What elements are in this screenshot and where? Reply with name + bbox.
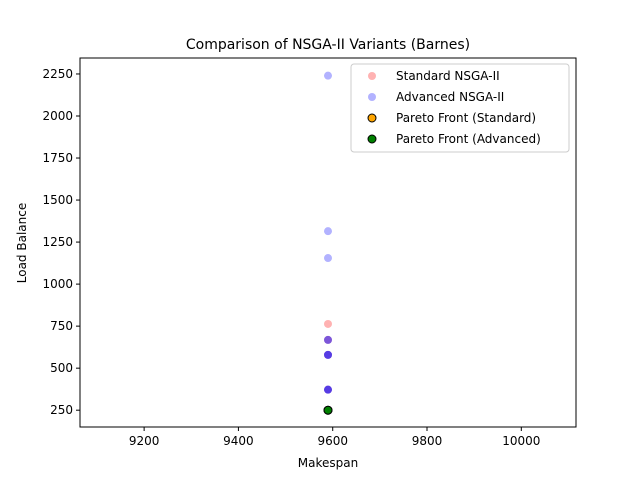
legend-marker [368,72,376,80]
legend: Standard NSGA-II Advanced NSGA-II Pareto F… [351,64,569,152]
x-tick-label: 9600 [317,434,348,448]
data-point-series-2 [324,227,332,235]
legend-label: Pareto Front (Advanced) [396,132,541,146]
y-axis-label: Load Balance [15,203,29,283]
x-tick-label: 9400 [223,434,254,448]
x-tick-label: 9800 [412,434,443,448]
data-point-series-2 [324,351,332,359]
data-point-series-2 [324,336,332,344]
y-tick-label: 1750 [42,151,73,165]
legend-marker [368,114,376,122]
y-tick-label: 1500 [42,193,73,207]
data-point-series-2 [324,386,332,394]
y-tick-label: 500 [50,361,73,375]
x-axis-label: Makespan [298,456,358,470]
y-tick-label: 250 [50,403,73,417]
legend-marker [368,135,376,143]
data-point-series-1 [324,320,332,328]
chart-title: Comparison of NSGA-II Variants (Barnes) [186,37,470,53]
y-tick-label: 1250 [42,235,73,249]
y-tick-label: 1000 [42,277,73,291]
y-tick-label: 2000 [42,109,73,123]
legend-marker [368,93,376,101]
data-point-series-2 [324,254,332,262]
y-tick-label: 2250 [42,67,73,81]
data-point-series-2 [324,72,332,80]
data-point-series-4 [324,406,332,414]
x-tick-label: 9200 [129,434,160,448]
legend-label: Pareto Front (Standard) [396,111,536,125]
y-tick-label: 750 [50,319,73,333]
legend-label: Advanced NSGA-II [396,90,504,104]
legend-label: Standard NSGA-II [396,69,500,83]
x-tick-label: 10000 [502,434,540,448]
